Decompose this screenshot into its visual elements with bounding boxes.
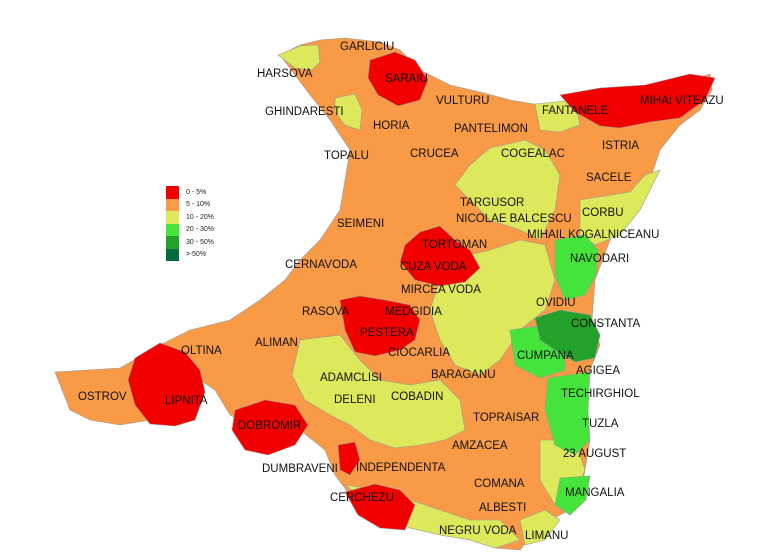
region-harsova [277, 44, 321, 71]
label-techirghiol: TECHIRGHIOL [561, 388, 640, 400]
region-cerchezu [344, 483, 416, 531]
label-seimeni: SEIMENI [337, 218, 384, 230]
legend-swatch [166, 211, 179, 224]
label-saraiu: SARAIU [385, 73, 428, 85]
label-cerchezu: CERCHEZU [330, 492, 394, 504]
legend-swatch [166, 236, 179, 249]
label-deleni: DELENI [334, 394, 376, 406]
legend-item: 30 - 50% [166, 236, 214, 249]
label-ovidiu: OVIDIU [536, 297, 576, 309]
legend-item: 10 - 20% [166, 211, 214, 224]
label-crucea: CRUCEA [410, 148, 459, 160]
legend-label: > 50% [186, 251, 207, 259]
label-23-august: 23 AUGUST [563, 448, 626, 460]
region-saraiu [367, 51, 429, 107]
region-mangalia [554, 475, 591, 516]
legend-label: 30 - 50% [186, 238, 215, 246]
legend-label: 5 - 10% [186, 201, 211, 209]
region-constanta [534, 309, 601, 363]
label-limanu: LIMANU [525, 530, 568, 542]
legend-label: 20 - 30% [186, 226, 215, 234]
legend-label: 0 - 5% [186, 188, 207, 196]
label-cobadin: COBADIN [391, 391, 443, 403]
label-topalu: TOPALU [324, 150, 369, 162]
region-techirghiol-tuzla [544, 371, 591, 456]
region-lipnita [127, 342, 206, 427]
legend-item: > 50% [166, 248, 214, 261]
map-regions [54, 37, 716, 551]
legend-item: 0 - 5% [166, 186, 214, 199]
legend-item: 20 - 30% [166, 223, 215, 236]
label-vulturu: VULTURU [436, 95, 489, 107]
label-istria: ISTRIA [602, 140, 639, 152]
label-ghindaresti: GHINDARESTI [265, 106, 344, 118]
legend-swatch [166, 186, 179, 199]
region-mihai-viteazu [559, 73, 716, 129]
label-targusor: TARGUSOR [460, 197, 524, 209]
label-navodari: NAVODARI [570, 253, 629, 265]
label-mircea-voda: MIRCEA VODA [401, 284, 481, 296]
map-legend: 0 - 5% 5 - 10% 10 - 20% 20 - 30% 30 - 50… [166, 186, 214, 261]
label-rasova: RASOVA [302, 306, 349, 318]
label-constanta: CONSTANTA [571, 318, 641, 330]
legend-swatch [166, 248, 179, 261]
label-cernavoda: CERNAVODA [285, 259, 357, 271]
region-south-west [291, 334, 466, 449]
region-tortoman-cuza-voda [399, 225, 481, 287]
label-mangalia: MANGALIA [565, 487, 625, 499]
label-horia: HORIA [373, 120, 410, 132]
map-labels: GARLICIU HARSOVA SARAIU VULTURU FANTANEL… [78, 41, 724, 542]
region-limanu [519, 509, 561, 546]
label-baraganu: BARAGANU [431, 369, 496, 381]
region-north-central [454, 139, 561, 241]
region-pestera [339, 295, 421, 357]
legend-swatch [166, 198, 179, 211]
region-ghindaresti [334, 93, 363, 131]
label-lipnita: LIPNITA [165, 395, 208, 407]
label-fantanele: FANTANELE [542, 105, 609, 117]
label-tuzla: TUZLA [582, 418, 619, 430]
label-oltina: OLTINA [181, 345, 222, 357]
label-pestera: PESTERA [360, 327, 414, 339]
label-negru-voda: NEGRU VODA [439, 525, 517, 537]
region-dobromir [231, 399, 309, 456]
label-agigea: AGIGEA [576, 365, 620, 377]
label-ostrov: OSTROV [78, 391, 127, 403]
label-comana: COMANA [474, 478, 525, 490]
label-aliman: ALIMAN [255, 337, 298, 349]
label-tortoman: TORTOMAN [422, 239, 487, 251]
label-harsova: HARSOVA [257, 68, 313, 80]
label-corbu: CORBU [582, 207, 624, 219]
label-amzacea: AMZACEA [452, 440, 508, 452]
label-cumpana: CUMPANA [517, 350, 574, 362]
label-garliciu: GARLICIU [340, 41, 394, 53]
legend-item: 5 - 10% [166, 198, 214, 211]
label-cogealac: COGEALAC [501, 148, 565, 160]
label-adamclisi: ADAMCLISI [320, 372, 382, 384]
legend-label: 10 - 20% [186, 213, 215, 221]
label-independenta: INDEPENDENTA [356, 462, 446, 474]
legend-swatch [166, 223, 179, 236]
label-albesti: ALBESTI [479, 502, 526, 514]
label-mihai-viteazu: MIHAI VITEAZU [640, 95, 724, 107]
label-mihail-kogalniceanu: MIHAIL KOGALNICEANU [527, 229, 660, 241]
region-dumbraveni [337, 441, 361, 476]
label-nicolae-balcescu: NICOLAE BALCESCU [456, 213, 572, 225]
label-ciocarlia: CIOCARLIA [388, 347, 450, 359]
label-sacele: SACELE [586, 172, 632, 184]
label-topraisar: TOPRAISAR [473, 412, 539, 424]
label-cuza-voda: CUZA VODA [400, 261, 467, 273]
label-pantelimon: PANTELIMON [454, 123, 528, 135]
label-dumbraveni: DUMBRAVENI [262, 463, 338, 475]
region-navodari [554, 234, 599, 301]
label-medgidia: MEDGIDIA [385, 306, 442, 318]
label-dobromir: DOBROMIR [238, 420, 301, 432]
